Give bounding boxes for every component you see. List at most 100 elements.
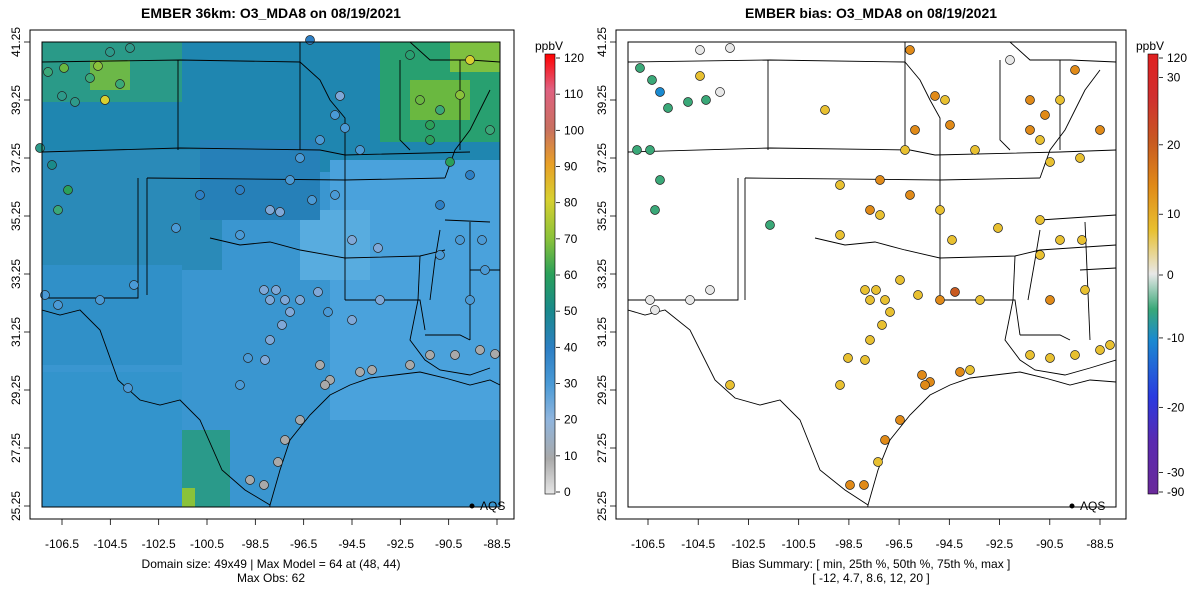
right-lon-tick-label: -106.5 xyxy=(631,537,665,551)
left-station-marker xyxy=(450,350,460,360)
right-station-marker xyxy=(820,105,830,115)
right-lon-tick-label: -98.5 xyxy=(835,537,863,551)
left-colorbar-tick-label: 90 xyxy=(564,160,578,174)
right-station-marker xyxy=(865,205,875,215)
right-colorbar-tick-label: -30 xyxy=(1167,465,1185,479)
right-station-marker xyxy=(645,145,655,155)
left-station-marker xyxy=(477,235,487,245)
right-station-marker xyxy=(1025,95,1035,105)
left-lon-tick-label: -98.5 xyxy=(242,537,270,551)
right-lon-tick-label: -100.5 xyxy=(782,537,816,551)
right-colorbar-tick-label: 20 xyxy=(1167,138,1181,152)
left-station-marker xyxy=(57,91,67,101)
left-station-marker xyxy=(123,383,133,393)
right-station-marker xyxy=(917,370,927,380)
right-station-marker xyxy=(895,415,905,425)
right-station-marker xyxy=(970,145,980,155)
left-station-marker xyxy=(280,435,290,445)
left-station-marker xyxy=(85,73,95,83)
right-station-marker xyxy=(1070,65,1080,75)
left-colorbar-tick-label: 70 xyxy=(564,232,578,246)
right-station-marker xyxy=(930,91,940,101)
right-station-marker xyxy=(1045,353,1055,363)
left-lat-tick-label: 31.25 xyxy=(9,317,23,347)
left-station-marker xyxy=(285,307,295,317)
left-station-marker xyxy=(347,315,357,325)
right-colorbar-tick-label: -10 xyxy=(1167,331,1185,345)
right-station-marker xyxy=(950,287,960,297)
left-lon-tick-label: -106.5 xyxy=(45,537,79,551)
right-lon-tick-label: -88.5 xyxy=(1086,537,1114,551)
right-lat-tick-label: 37.25 xyxy=(595,143,609,173)
right-colorbar-tick-label: 30 xyxy=(1167,71,1181,85)
left-lon-tick-label: -92.5 xyxy=(387,537,415,551)
left-colorbar-tick-label: 10 xyxy=(564,449,578,463)
left-station-marker xyxy=(63,185,73,195)
left-station-marker xyxy=(277,320,287,330)
left-model-field xyxy=(42,42,500,507)
right-station-marker xyxy=(1075,153,1085,163)
left-station-marker xyxy=(243,353,253,363)
right-lat-tick-label: 29.25 xyxy=(595,375,609,405)
left-lat-tick-label: 33.25 xyxy=(9,259,23,289)
right-station-marker xyxy=(845,480,855,490)
right-station-marker xyxy=(1070,350,1080,360)
right-station-marker xyxy=(1077,235,1087,245)
left-station-marker xyxy=(265,295,275,305)
right-lat-tick-label: 31.25 xyxy=(595,317,609,347)
left-station-marker xyxy=(485,125,495,135)
right-lat-axis: 25.25 27.25 29.25 31.25 33.25 35.25 37.25 39.25… xyxy=(595,27,616,521)
right-station-marker xyxy=(880,435,890,445)
left-colorbar xyxy=(544,53,556,495)
right-station-marker xyxy=(905,190,915,200)
left-station-marker xyxy=(100,95,110,105)
left-lat-tick-label: 35.25 xyxy=(9,201,23,231)
left-colorbar-tick-label: 40 xyxy=(564,340,578,354)
left-station-marker xyxy=(260,355,270,365)
left-station-marker xyxy=(295,415,305,425)
right-station-marker xyxy=(701,95,711,105)
right-station-marker xyxy=(935,205,945,215)
left-station-marker xyxy=(105,47,115,57)
left-colorbar-tick-label: 120 xyxy=(564,51,584,65)
right-lon-tick-label: -104.5 xyxy=(681,537,715,551)
left-station-marker xyxy=(129,280,139,290)
left-station-marker xyxy=(425,350,435,360)
left-station-marker xyxy=(455,90,465,100)
left-station-marker xyxy=(125,43,135,53)
left-station-marker xyxy=(405,360,415,370)
left-station-marker xyxy=(40,290,50,300)
right-station-marker xyxy=(705,285,715,295)
right-station-marker xyxy=(835,380,845,390)
left-station-marker xyxy=(347,235,357,245)
right-station-marker xyxy=(647,75,657,85)
left-station-marker xyxy=(455,235,465,245)
right-station-marker xyxy=(895,275,905,285)
right-lat-tick-label: 39.25 xyxy=(595,85,609,115)
right-station-marker xyxy=(865,335,875,345)
right-map-panel: EMBER bias: O3_MDA8 on 08/19/2021 xyxy=(595,5,1187,585)
right-plot-box xyxy=(615,29,1127,520)
right-station-marker xyxy=(875,210,885,220)
right-colorbar xyxy=(1147,53,1159,495)
right-station-marker xyxy=(1105,340,1115,350)
left-station-marker xyxy=(415,95,425,105)
right-panel-title: EMBER bias: O3_MDA8 on 08/19/2021 xyxy=(745,5,997,21)
left-station-marker xyxy=(330,110,340,120)
right-station-marker xyxy=(655,87,665,97)
right-station-marker xyxy=(900,145,910,155)
left-lon-axis: -106.5 -104.5 -102.5 -100.5 -98.5 -96.5 -94.5 -… xyxy=(45,519,511,551)
left-station-marker xyxy=(115,79,125,89)
right-station-marker xyxy=(650,305,660,315)
left-station-marker xyxy=(367,365,377,375)
right-station-marker xyxy=(663,103,673,113)
right-station-marker xyxy=(1045,295,1055,305)
left-station-marker xyxy=(285,175,295,185)
right-station-marker xyxy=(655,175,665,185)
left-station-marker xyxy=(373,243,383,253)
left-station-marker xyxy=(95,295,105,305)
left-station-marker xyxy=(43,67,53,77)
left-plot-box xyxy=(29,29,515,520)
left-station-marker xyxy=(275,207,285,217)
right-lat-tick-label: 33.25 xyxy=(595,259,609,289)
